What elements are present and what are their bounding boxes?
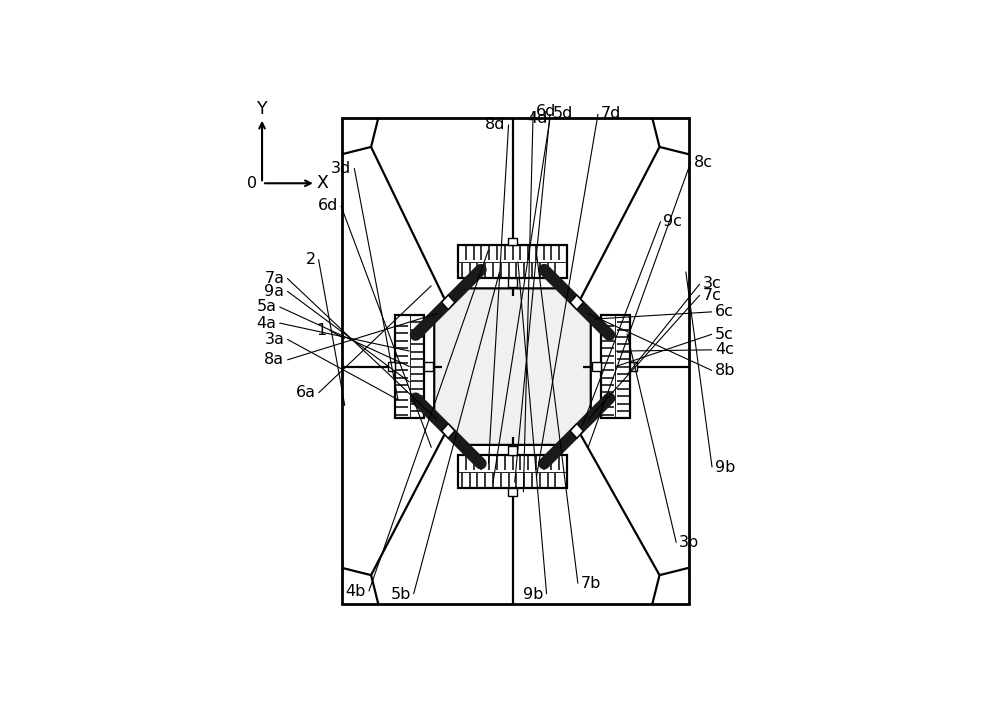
Polygon shape [570, 424, 583, 439]
Text: X: X [316, 174, 328, 192]
Polygon shape [442, 295, 455, 309]
Text: 5a: 5a [257, 299, 277, 314]
Text: 8a: 8a [264, 352, 284, 367]
Bar [508, 278, 517, 287]
Text: 0: 0 [247, 176, 258, 191]
Bar [458, 455, 567, 489]
Polygon shape [434, 288, 591, 445]
Bar [395, 315, 424, 418]
Text: 2: 2 [306, 252, 316, 266]
Text: 4b: 4b [346, 584, 366, 599]
Text: 3a: 3a [265, 332, 284, 347]
Text: 3d: 3d [331, 160, 352, 176]
Text: 3c: 3c [703, 277, 721, 291]
Bar [342, 118, 689, 604]
Text: 9a: 9a [264, 284, 284, 298]
Bar [592, 362, 601, 371]
Bar [424, 362, 433, 371]
Text: 8c: 8c [694, 155, 713, 170]
Text: 9b: 9b [715, 460, 735, 475]
Text: 7d: 7d [601, 107, 621, 121]
Text: 4d: 4d [527, 112, 547, 126]
Text: 9c: 9c [663, 213, 682, 229]
Bar [508, 237, 517, 245]
Text: Y: Y [257, 100, 267, 118]
Text: 7c: 7c [703, 287, 721, 303]
Text: 4c: 4c [715, 343, 734, 357]
Text: 6d: 6d [536, 104, 556, 118]
Bar [630, 362, 637, 371]
Polygon shape [442, 424, 455, 439]
Text: 4a: 4a [257, 316, 277, 330]
Bar [601, 315, 630, 418]
Text: 6d: 6d [318, 198, 338, 213]
Text: 7a: 7a [264, 271, 284, 286]
Text: 9b: 9b [523, 587, 544, 602]
Polygon shape [570, 295, 583, 309]
Bar [508, 489, 517, 496]
Bar [458, 245, 567, 278]
Text: 8b: 8b [715, 363, 735, 378]
Text: 6a: 6a [296, 386, 316, 401]
Text: 5d: 5d [553, 107, 573, 121]
Bar [508, 446, 517, 455]
Text: 8d: 8d [485, 117, 506, 132]
Text: 1: 1 [317, 323, 327, 338]
Text: 7b: 7b [581, 576, 601, 591]
Text: 3b: 3b [679, 535, 699, 550]
Text: 5c: 5c [715, 327, 734, 342]
Text: 6c: 6c [715, 304, 734, 319]
Bar [388, 362, 395, 371]
Text: 5b: 5b [390, 587, 411, 602]
